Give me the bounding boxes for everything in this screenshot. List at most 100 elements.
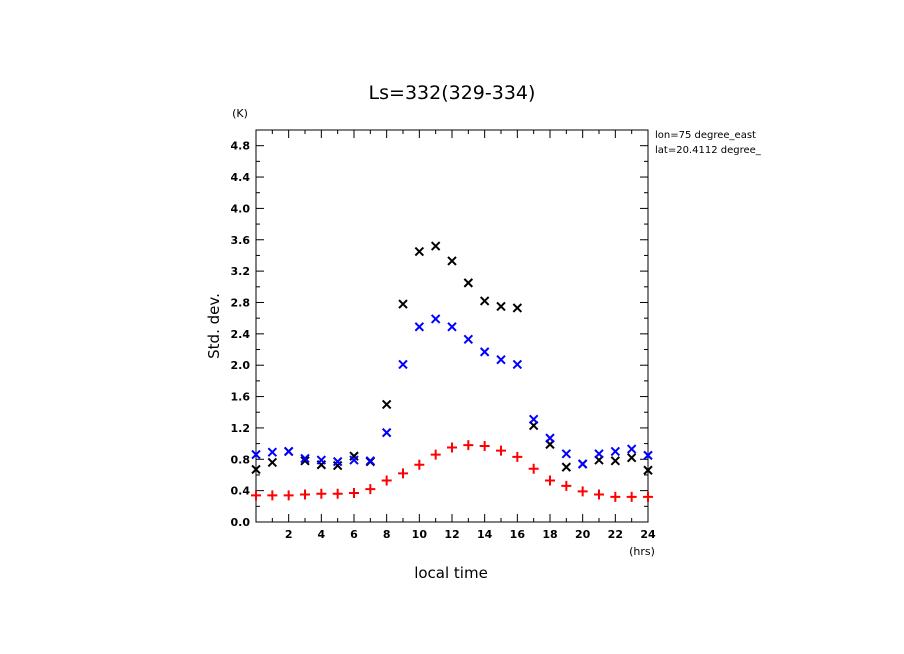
- data-point: [300, 489, 310, 500]
- data-point: [349, 455, 359, 465]
- data-point: [430, 449, 441, 460]
- data-point: [300, 456, 310, 466]
- data-point: [414, 246, 425, 257]
- data-point: [365, 456, 376, 466]
- data-point: [447, 322, 457, 332]
- x-tick-label: 24: [640, 528, 656, 541]
- x-tick-label: 22: [608, 528, 623, 541]
- x-tick-label: 6: [350, 528, 358, 541]
- data-point: [398, 359, 408, 370]
- x-tick-labels: 2 4 6 8 10 12 14 16 18 20 22 24: [285, 528, 656, 541]
- x-tick-label: 10: [412, 528, 428, 541]
- x-tick-label: 16: [510, 528, 526, 541]
- data-point: [496, 301, 506, 312]
- data-point: [610, 491, 621, 502]
- data-point: [267, 490, 278, 501]
- x-unit-label: (hrs): [629, 545, 655, 558]
- data-point: [283, 490, 294, 501]
- x-tick-label: 12: [444, 528, 459, 541]
- x-axis-label: local time: [414, 564, 488, 582]
- data-point: [381, 427, 392, 438]
- data-point: [577, 459, 588, 469]
- annotation-lat: lat=20.4112 degree_: [655, 145, 762, 156]
- data-marks: [251, 241, 653, 502]
- y-tick-label: 0.4: [231, 485, 251, 498]
- data-point: [414, 322, 425, 332]
- axis-ticks: [256, 130, 649, 523]
- y-tick-label: 4.8: [231, 140, 251, 153]
- data-point: [463, 278, 474, 288]
- data-point: [561, 462, 572, 472]
- data-point: [626, 453, 637, 463]
- data-point: [332, 456, 343, 467]
- data-point: [577, 486, 588, 497]
- data-point: [643, 491, 653, 502]
- data-point: [332, 488, 343, 499]
- y-tick-label: 1.2: [231, 422, 251, 435]
- data-point: [496, 355, 506, 365]
- data-point: [430, 314, 441, 324]
- data-point: [251, 449, 261, 460]
- data-point: [430, 241, 441, 251]
- data-point: [251, 464, 261, 475]
- data-point: [626, 444, 637, 454]
- data-point: [316, 488, 327, 499]
- y-tick-label: 2.8: [231, 296, 251, 309]
- data-point: [283, 446, 294, 457]
- data-point: [316, 455, 327, 465]
- data-point: [267, 447, 278, 457]
- data-point: [479, 440, 490, 451]
- data-point: [447, 256, 457, 266]
- data-point: [512, 303, 523, 313]
- data-point: [349, 487, 359, 498]
- data-point: [561, 480, 572, 491]
- data-point: [528, 414, 539, 425]
- data-point: [267, 457, 278, 468]
- y-tick-label: 4.4: [231, 171, 251, 184]
- data-point: [381, 399, 392, 410]
- data-point: [545, 475, 555, 486]
- data-point: [300, 453, 310, 464]
- data-point: [561, 449, 572, 459]
- y-tick-label: 2.0: [231, 359, 251, 372]
- data-point: [251, 490, 261, 501]
- series-0: [251, 241, 653, 475]
- y-tick-label: 4.0: [231, 202, 251, 215]
- data-point: [512, 451, 523, 462]
- data-point: [365, 484, 376, 495]
- x-tick-label: 8: [383, 528, 391, 541]
- y-tick-label: 0.0: [231, 516, 251, 529]
- x-tick-label: 14: [477, 528, 493, 541]
- annotation-lon: lon=75 degree_east: [655, 130, 756, 141]
- data-point: [479, 347, 490, 357]
- y-tick-label: 0.8: [231, 453, 251, 466]
- data-point: [512, 359, 523, 370]
- series-1: [251, 314, 653, 469]
- y-tick-label: 3.2: [231, 265, 251, 278]
- y-axis-label: Std. dev.: [205, 293, 223, 359]
- data-point: [610, 446, 621, 457]
- data-point: [398, 299, 408, 309]
- data-point: [594, 449, 604, 459]
- data-point: [398, 468, 408, 479]
- y-tick-labels: 0.0 0.4 0.8 1.2 1.6 2.0 2.4 2.8 3.2 3.6 4.0 4.4 4.8: [231, 140, 251, 529]
- data-point: [610, 456, 621, 466]
- data-point: [594, 489, 604, 500]
- x-tick-label: 4: [318, 528, 326, 541]
- chart-title: Ls=332(329-334): [369, 82, 536, 104]
- x-tick-label: 20: [575, 528, 591, 541]
- data-point: [545, 433, 555, 443]
- y-tick-label: 1.6: [231, 391, 251, 404]
- data-point: [496, 445, 506, 456]
- data-point: [463, 334, 474, 345]
- series-2: [251, 440, 653, 502]
- data-point: [381, 475, 392, 486]
- data-point: [528, 463, 539, 474]
- x-tick-label: 2: [285, 528, 293, 541]
- y-tick-label: 3.6: [231, 234, 251, 247]
- data-point: [643, 465, 653, 475]
- data-point: [414, 459, 425, 470]
- x-tick-label: 18: [542, 528, 557, 541]
- data-point: [626, 491, 637, 502]
